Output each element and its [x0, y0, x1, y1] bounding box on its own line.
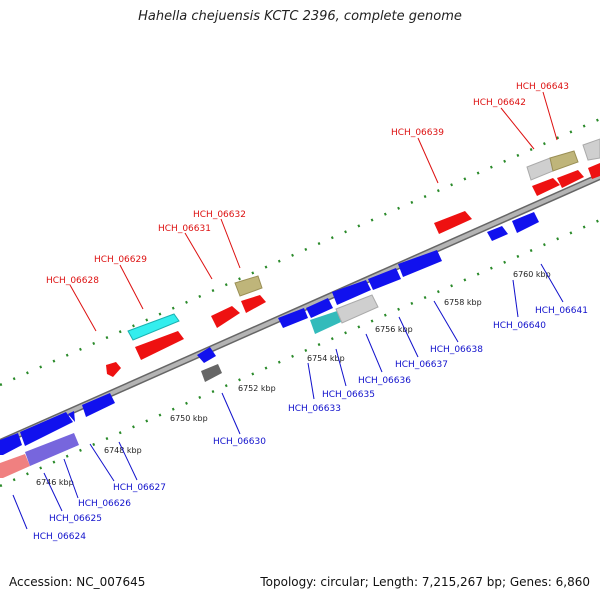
- gene-label: HCH_06638: [430, 345, 483, 355]
- gene-arrow: [68, 411, 75, 422]
- scale-label: 6760 kbp: [513, 270, 551, 279]
- gene-label: HCH_06626: [78, 499, 131, 509]
- gene-arrow: [549, 150, 579, 172]
- gene-label: HCH_06628: [46, 276, 99, 286]
- gene-arrow: [368, 268, 401, 290]
- gene-arrow: [526, 157, 554, 181]
- gene-arrow: [487, 226, 508, 241]
- scale-label: 6746 kbp: [36, 478, 74, 487]
- lower-tick-row: [0, 218, 600, 488]
- scale-labels: 6746 kbp 6748 kbp 6750 kbp 6752 kbp 6754…: [36, 270, 551, 487]
- gene-arrow: [278, 308, 308, 328]
- gene-label: HCH_06625: [49, 514, 102, 524]
- gene-label: HCH_06636: [358, 376, 411, 386]
- gene-label: HCH_06629: [94, 255, 147, 265]
- gene-label: HCH_06642: [473, 98, 526, 108]
- topology-text: Topology: circular; Length: 7,215,267 bp…: [260, 575, 590, 589]
- gene-arrow: [332, 280, 371, 305]
- gene-arrow: [201, 364, 222, 382]
- gene-label: HCH_06641: [535, 306, 588, 316]
- gene-label: HCH_06639: [391, 128, 444, 138]
- gene-label: HCH_06637: [395, 360, 448, 370]
- gene-label: HCH_06631: [158, 224, 211, 234]
- gene-label: HCH_06627: [113, 483, 166, 493]
- gene-label: HCH_06624: [33, 532, 86, 542]
- scale-label: 6756 kbp: [375, 325, 413, 334]
- gene-arrow: [135, 331, 184, 360]
- scale-label: 6750 kbp: [170, 414, 208, 423]
- forward-gene-labels: HCH_06628 HCH_06629 HCH_06631 HCH_06632 …: [46, 82, 569, 286]
- gene-label: HCH_06632: [193, 210, 246, 220]
- gene-arrow: [211, 306, 240, 328]
- gene-arrow: [197, 347, 216, 363]
- map-title: Hahella chejuensis KCTC 2396, complete g…: [138, 9, 462, 24]
- gene-arrow: [557, 170, 584, 188]
- gene-arrow: [0, 433, 22, 455]
- gene-arrow: [0, 454, 30, 478]
- gene-arrow: [398, 250, 442, 277]
- gene-arrow: [25, 433, 79, 466]
- upper-tick-row: [0, 117, 600, 387]
- gene-arrow: [306, 298, 333, 318]
- gene-arrow: [234, 275, 263, 297]
- scale-label: 6754 kbp: [307, 354, 345, 363]
- reverse-genes: [0, 212, 539, 478]
- forward-genes: [106, 138, 600, 377]
- accession-text: Accession: NC_007645: [9, 575, 146, 589]
- gene-arrow: [588, 163, 600, 179]
- reverse-gene-labels: HCH_06624 HCH_06625 HCH_06626 HCH_06627 …: [33, 306, 588, 542]
- gene-arrow: [310, 311, 341, 334]
- gene-label: HCH_06640: [493, 321, 546, 331]
- gene-arrow: [241, 295, 266, 313]
- gene-label: HCH_06643: [516, 82, 569, 92]
- gene-arrow: [512, 212, 539, 233]
- gene-arrow: [335, 294, 379, 324]
- gene-arrow: [82, 393, 115, 417]
- gene-arrow: [20, 412, 73, 446]
- forward-leaders: [69, 91, 558, 332]
- gene-label: HCH_06630: [213, 437, 266, 447]
- gene-arrow: [532, 178, 560, 196]
- gene-label: HCH_06635: [322, 390, 375, 400]
- gene-arrow: [582, 138, 600, 161]
- scale-label: 6752 kbp: [238, 384, 276, 393]
- scale-label: 6758 kbp: [444, 298, 482, 307]
- gene-arrow: [127, 313, 180, 341]
- gene-arrow: [106, 362, 121, 377]
- reverse-leaders: [12, 263, 564, 530]
- gene-arrow: [434, 211, 472, 234]
- gene-label: HCH_06633: [288, 404, 341, 414]
